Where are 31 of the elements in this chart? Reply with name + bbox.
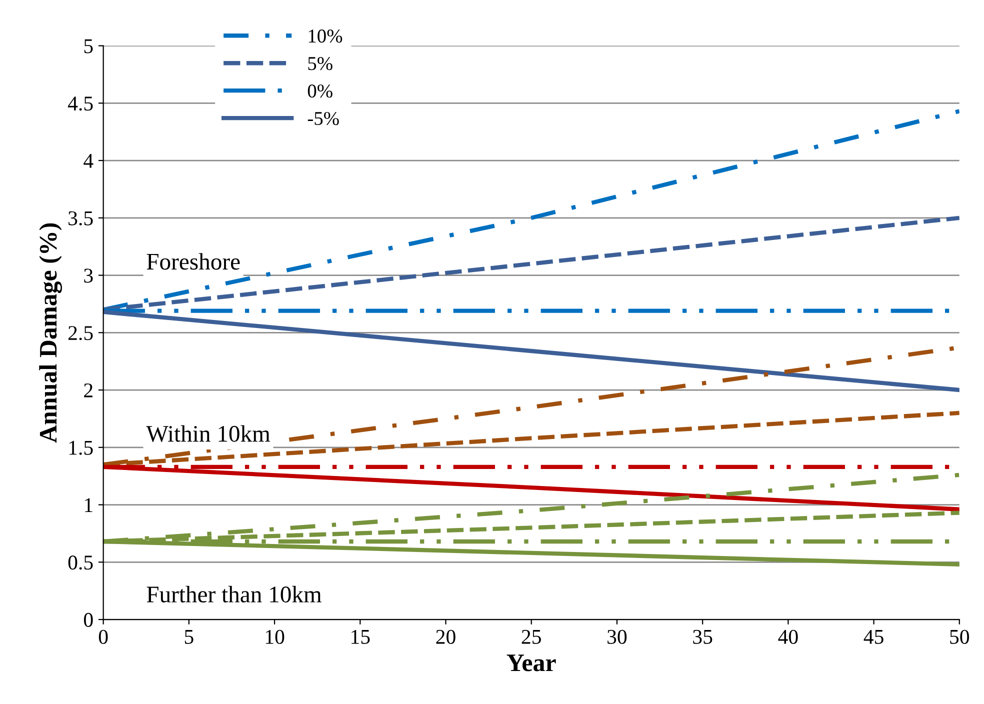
y-tick-label: 4.5 [68, 96, 93, 111]
x-axis-title: Year [506, 654, 556, 672]
y-tick-label: 5 [84, 39, 93, 54]
y-tick-label: 3.5 [68, 211, 93, 226]
legend-label: -5% [308, 112, 339, 126]
annotation: Within 10km [146, 425, 270, 442]
x-tick-label: 15 [352, 630, 370, 644]
y-tick-label: 0.5 [68, 556, 93, 570]
legend-label: 5% [308, 56, 332, 70]
x-tick-label: 35 [693, 630, 712, 644]
x-tick-label: 10 [266, 630, 284, 644]
legend-label: 0% [308, 84, 332, 98]
x-tick-label: 25 [522, 630, 541, 644]
x-tick-label: 20 [436, 630, 456, 644]
y-axis-title: Annual Damage (%) [39, 223, 62, 443]
y-tick-label: 1.5 [69, 440, 93, 455]
y-tick-label: 2.5 [68, 326, 93, 340]
x-tick-label: 30 [608, 630, 627, 644]
y-tick-label: 4 [84, 154, 94, 168]
x-tick-label: 0 [98, 630, 108, 644]
y-tick-label: 1 [85, 498, 92, 512]
x-tick-label: 40 [778, 630, 798, 644]
y-tick-label: 2 [84, 383, 92, 398]
annotation: Further than 10km [146, 586, 322, 602]
y-tick-label: 3 [84, 268, 93, 283]
annotation: Foreshore [146, 253, 240, 270]
y-tick-label: 0 [84, 612, 93, 627]
x-tick-label: 5 [184, 630, 194, 644]
x-tick-label: 50 [950, 630, 970, 644]
x-tick-label: 45 [864, 630, 884, 644]
legend-label: 10% [308, 30, 342, 43]
